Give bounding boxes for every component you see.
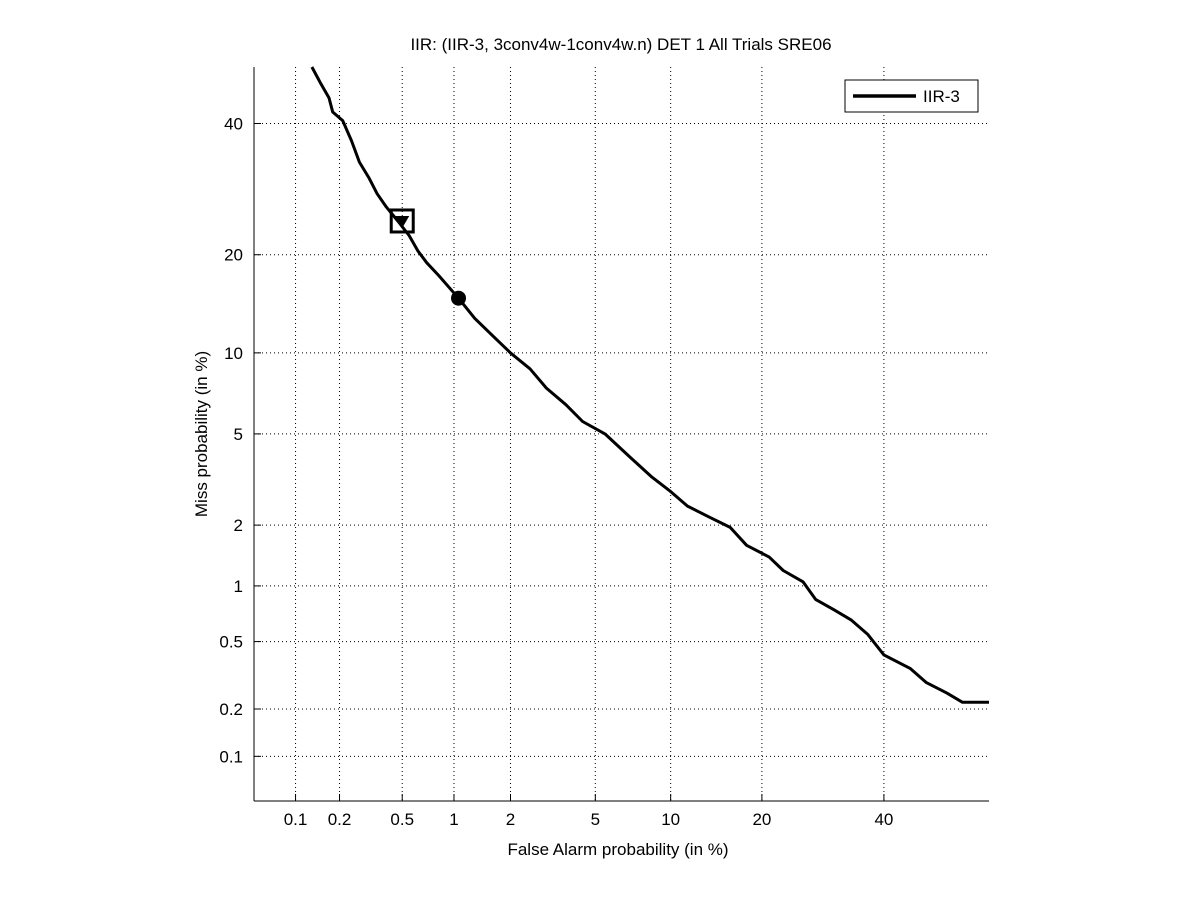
x-axis-label: False Alarm probability (in %) xyxy=(507,840,728,859)
legend-entry-label: IIR-3 xyxy=(923,87,960,106)
y-tick-label: 1 xyxy=(234,577,243,596)
x-tick-label: 5 xyxy=(591,810,600,829)
x-tick-label: 0.2 xyxy=(328,810,352,829)
legend: IIR-3 xyxy=(844,79,979,113)
actual-dcf-triangle-marker xyxy=(395,215,410,228)
y-tick-label: 5 xyxy=(234,425,243,444)
x-tick-label: 0.5 xyxy=(390,810,414,829)
y-tick-label: 20 xyxy=(224,246,243,265)
min-dcf-circle-marker xyxy=(451,290,467,306)
series xyxy=(310,66,989,704)
ticks: 0.1 0.2 0.5 1 2 5 10 20 40 0.1 0.2 0.5 1 2 5 10 20 40 xyxy=(219,115,893,829)
x-tick-label: 10 xyxy=(661,810,680,829)
markers xyxy=(389,208,467,306)
grid xyxy=(254,67,989,801)
x-tick-label: 1 xyxy=(449,810,458,829)
y-tick-label: 10 xyxy=(224,344,243,363)
x-tick-label: 2 xyxy=(506,810,515,829)
y-tick-label: 0.5 xyxy=(219,633,243,652)
series-line-iir-3 xyxy=(310,66,989,704)
y-tick-label: 40 xyxy=(224,115,243,134)
y-tick-label: 0.1 xyxy=(219,747,243,766)
chart-title: IIR: (IIR-3, 3conv4w-1conv4w.n) DET 1 Al… xyxy=(410,35,831,54)
y-tick-label: 2 xyxy=(234,516,243,535)
x-tick-label: 40 xyxy=(874,810,893,829)
x-tick-label: 20 xyxy=(752,810,771,829)
y-tick-label: 0.2 xyxy=(219,700,243,719)
actual-dcf-square-marker xyxy=(389,208,415,234)
y-axis-label: Miss probability (in %) xyxy=(192,351,211,517)
x-tick-label: 0.1 xyxy=(284,810,308,829)
